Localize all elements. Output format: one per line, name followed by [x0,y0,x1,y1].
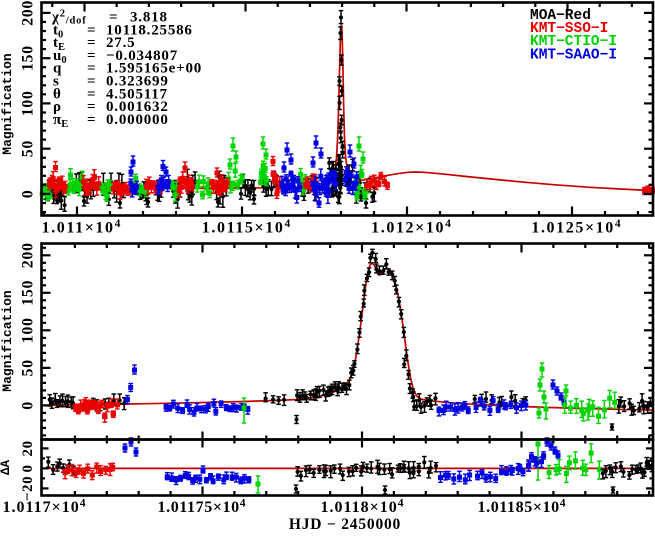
svg-text:=: = [87,112,96,128]
svg-text:KMT−SSO−I: KMT−SSO−I [530,21,608,37]
svg-text:=: = [87,22,96,38]
svg-text:1.0125×104: 1.0125×104 [531,218,621,237]
svg-text:200: 200 [20,0,37,26]
svg-text:1.011×104: 1.011×104 [42,218,121,237]
svg-text:MOA−Red: MOA−Red [530,8,591,24]
svg-text:Magnification: Magnification [0,53,15,155]
svg-text:0.323699: 0.323699 [106,74,169,90]
svg-text:20: 20 [20,440,36,456]
svg-text:10118.25586: 10118.25586 [106,22,193,38]
svg-text:1.01185×104: 1.01185×104 [478,498,566,517]
svg-text:=: = [87,86,96,102]
svg-text:150: 150 [20,45,37,71]
svg-text:t0: t0 [53,22,63,40]
svg-text:q: q [53,61,62,77]
svg-text:1.012×104: 1.012×104 [371,218,451,237]
svg-text:3.818: 3.818 [130,10,168,26]
svg-text:4.505117: 4.505117 [106,86,168,102]
svg-text:0: 0 [20,190,37,199]
svg-text:27.5: 27.5 [106,35,135,51]
svg-text:ΔA: ΔA [0,460,13,476]
svg-text:1.0118×104: 1.0118×104 [321,498,404,517]
svg-text:=: = [87,61,96,77]
svg-text:−0.034807: −0.034807 [106,48,178,64]
svg-text:50: 50 [20,359,37,376]
svg-text:=: = [87,35,96,51]
svg-text:=: = [87,48,96,64]
svg-text:−20: −20 [20,476,36,501]
svg-text:θ: θ [53,86,61,102]
svg-text:1.0115×104: 1.0115×104 [202,218,291,237]
svg-text:=: = [87,99,96,115]
svg-text:0.001632: 0.001632 [106,99,169,115]
svg-text:1.0117×104: 1.0117×104 [3,498,86,517]
svg-text:150: 150 [20,280,37,306]
svg-text:1.595165e+00: 1.595165e+00 [106,61,202,77]
svg-text:KMT−CTIO−I: KMT−CTIO−I [530,34,617,50]
svg-text:0.000000: 0.000000 [106,112,169,128]
svg-text:=: = [109,10,118,26]
svg-text:200: 200 [20,242,37,268]
svg-text:100: 100 [20,317,37,343]
svg-text:100: 100 [20,90,37,116]
svg-text:Magnification: Magnification [0,290,15,392]
svg-text:50: 50 [20,140,37,157]
svg-text:KMT−SAAO−I: KMT−SAAO−I [530,47,617,63]
svg-text:ρ: ρ [53,99,61,115]
svg-text:0: 0 [20,464,36,472]
svg-text:=: = [87,74,96,90]
svg-text:HJD − 2450000: HJD − 2450000 [289,516,401,533]
svg-text:s: s [53,74,59,90]
svg-text:1.01175×104: 1.01175×104 [158,498,246,517]
svg-text:0: 0 [20,401,37,410]
